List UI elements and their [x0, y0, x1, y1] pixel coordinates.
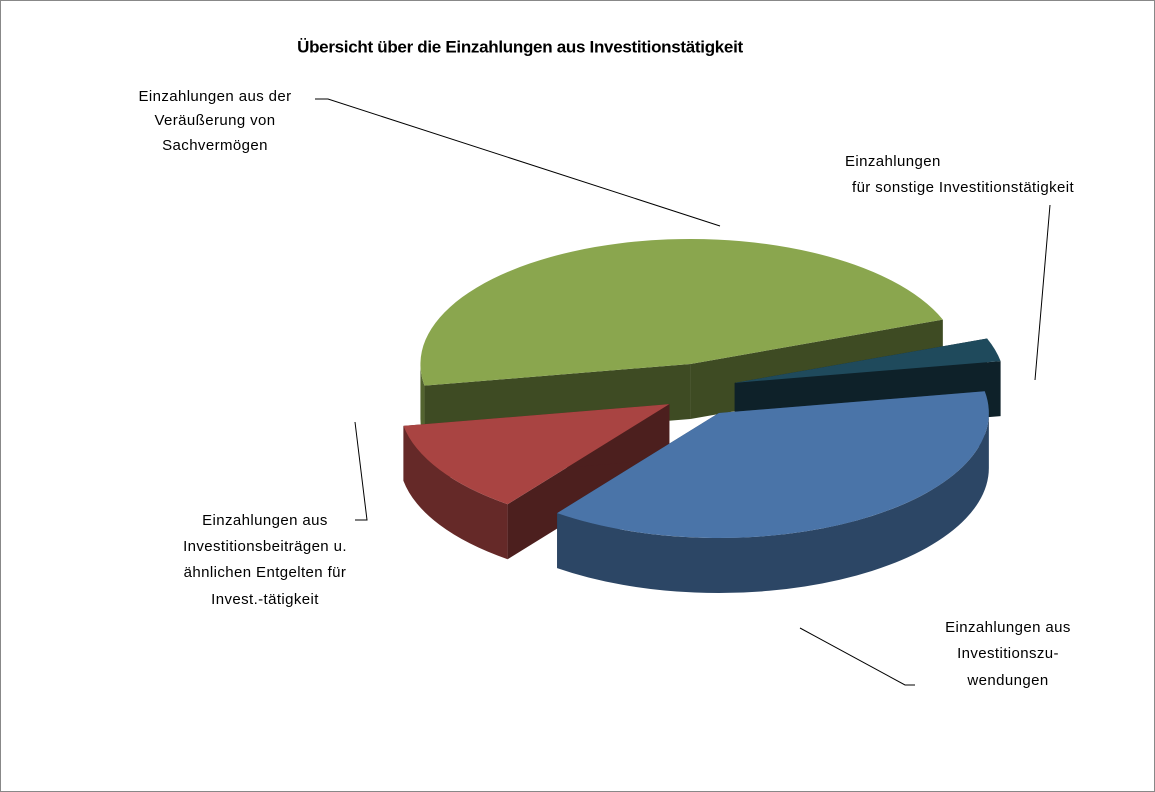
slice-top [557, 391, 989, 538]
slice-top [403, 404, 670, 505]
slice-label: Einzahlungen aus [202, 512, 328, 529]
slice-wall [420, 363, 425, 441]
slice-top [734, 338, 1001, 383]
slice-label: wendungen [966, 672, 1048, 689]
slice-label: für sonstige Investitionstätigkeit [852, 179, 1074, 196]
slice-label: Sachvermögen [162, 137, 268, 154]
leader-line [1034, 204, 1051, 381]
slice-top [420, 238, 943, 386]
leader-line [315, 98, 721, 227]
chart-title: Übersicht über die Einzahlungen aus Inve… [297, 37, 743, 56]
leader-line [799, 627, 915, 686]
pie [403, 238, 1001, 593]
leader-line [354, 421, 368, 521]
slice-label: Veräußerung von [154, 112, 275, 129]
slice [557, 391, 989, 593]
slice-label: Einzahlungen [845, 153, 941, 170]
slice-wall [557, 412, 989, 593]
slice-label: Einzahlungen aus [945, 619, 1071, 636]
slice-wall [403, 425, 508, 560]
slice-label: Invest.-tätigkeit [211, 591, 319, 608]
slice-label: Einzahlungen aus der [138, 88, 291, 105]
slice-label: ähnlichen Entgelten für [184, 564, 347, 581]
slice-label: Investitionszu- [957, 645, 1059, 662]
slice [403, 404, 670, 560]
slice-label: Investitionsbeiträgen u. [183, 538, 347, 555]
